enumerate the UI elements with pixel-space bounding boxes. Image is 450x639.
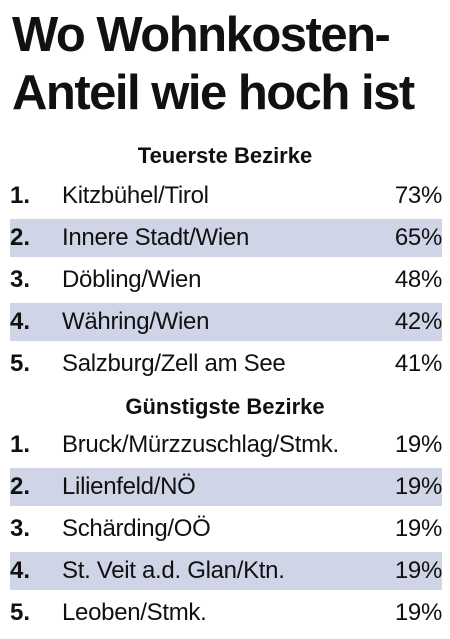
share-value: 42% <box>394 308 442 335</box>
page-title: Wo Wohnkosten- Anteil wie hoch ist <box>12 6 442 122</box>
district-name: Leoben/Stmk. <box>62 599 207 626</box>
rank-label: 4. <box>10 308 31 335</box>
rank-label: 2. <box>10 224 31 251</box>
share-value: 19% <box>394 599 442 626</box>
rank-label: 3. <box>10 515 31 542</box>
share-value: 73% <box>394 182 442 209</box>
table-row: 3. Schärding/OÖ 19% <box>10 510 442 548</box>
district-name: Währing/Wien <box>62 308 210 335</box>
district-name: Schärding/OÖ <box>62 515 211 542</box>
share-value: 48% <box>394 266 442 293</box>
district-name: Kitzbühel/Tirol <box>62 182 209 209</box>
share-value: 19% <box>394 515 442 542</box>
table-row: 1. Bruck/Mürzzuschlag/Stmk. 19% <box>10 426 442 464</box>
share-value: 19% <box>394 431 442 458</box>
section-heading-cheapest: Günstigste Bezirke <box>125 394 325 419</box>
table-row: 3. Döbling/Wien 48% <box>10 261 442 299</box>
rank-label: 3. <box>10 266 31 293</box>
district-name: Lilienfeld/NÖ <box>62 473 196 500</box>
district-name: St. Veit a.d. Glan/Ktn. <box>62 557 285 584</box>
section-heading-expensive: Teuerste Bezirke <box>137 143 313 168</box>
table-row: 2. Lilienfeld/NÖ 19% <box>10 468 442 506</box>
district-name: Bruck/Mürzzuschlag/Stmk. <box>62 431 339 458</box>
district-name: Innere Stadt/Wien <box>62 224 250 251</box>
rank-label: 1. <box>10 182 31 209</box>
table-row: 4. St. Veit a.d. Glan/Ktn. 19% <box>10 552 442 590</box>
district-name: Döbling/Wien <box>62 266 202 293</box>
share-value: 19% <box>394 473 442 500</box>
rank-label: 2. <box>10 473 31 500</box>
table-row: 4. Währing/Wien 42% <box>10 303 442 341</box>
table-row: 5. Salzburg/Zell am See 41% <box>10 345 442 383</box>
district-name: Salzburg/Zell am See <box>62 350 286 377</box>
share-value: 41% <box>394 350 442 377</box>
share-value: 65% <box>394 224 442 251</box>
rank-label: 5. <box>10 350 31 377</box>
rank-label: 1. <box>10 431 31 458</box>
table-row: 1. Kitzbühel/Tirol 73% <box>10 177 442 215</box>
share-value: 19% <box>394 557 442 584</box>
table-row: 5. Leoben/Stmk. 19% <box>10 594 442 632</box>
rank-label: 4. <box>10 557 31 584</box>
title-line-1: Wo Wohnkosten- <box>12 8 391 62</box>
rank-label: 5. <box>10 599 31 626</box>
title-line-2: Anteil wie hoch ist <box>12 66 415 120</box>
table-row: 2. Innere Stadt/Wien 65% <box>10 219 442 257</box>
